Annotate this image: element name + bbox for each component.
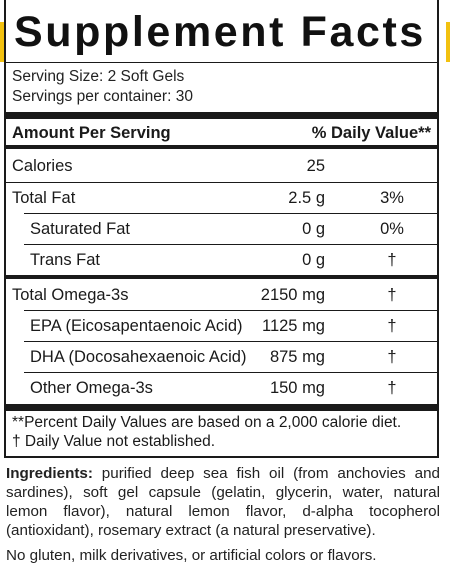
row-divider [24, 341, 437, 342]
nutrient-name: Total Fat [12, 189, 76, 207]
nutrient-row: Saturated Fat 0 g 0% [6, 214, 437, 244]
nutrient-amount: 875 mg [269, 348, 325, 366]
row-divider [24, 372, 437, 373]
nutrient-daily-value: 3% [380, 189, 404, 207]
nutrient-amount: 1125 mg [262, 317, 325, 335]
accent-bar-right [446, 22, 450, 62]
nutrient-amount: 150 mg [269, 379, 325, 397]
header-amount-per-serving: Amount Per Serving [12, 124, 171, 142]
divider-medium [6, 275, 437, 279]
nutrient-row: Other Omega-3s 150 mg † [6, 373, 437, 403]
footnote-daily-values: **Percent Daily Values are based on a 2,… [12, 414, 402, 431]
row-divider [24, 244, 437, 245]
footnote-not-established: † Daily Value not established. [12, 433, 216, 450]
nutrient-row: Total Omega-3s 2150 mg † [6, 280, 437, 310]
nutrient-daily-value: † [387, 348, 397, 366]
nutrient-row: DHA (Docosahexaenoic Acid) 875 mg † [6, 342, 437, 372]
nutrient-name: Trans Fat [30, 251, 100, 269]
nutrient-amount: 0 g [302, 220, 325, 238]
divider-medium [6, 145, 437, 149]
nutrient-amount: 25 [306, 157, 325, 175]
nutrient-name: Total Omega-3s [12, 286, 129, 304]
nutrient-daily-value: † [387, 251, 397, 269]
nutrient-name: Calories [12, 157, 73, 175]
nutrient-daily-value: 0% [380, 220, 404, 238]
nutrient-daily-value: † [387, 317, 397, 335]
nutrient-row: Total Fat 2.5 g 3% [6, 183, 437, 213]
nutrient-row: EPA (Eicosapentaenoic Acid) 1125 mg † [6, 311, 437, 341]
nutrient-amount: 2.5 g [288, 189, 325, 207]
ingredients-paragraph: Ingredients: purified deep sea fish oil … [6, 464, 440, 540]
row-divider [6, 182, 437, 183]
nutrient-name: DHA (Docosahexaenoic Acid) [30, 348, 247, 366]
nutrient-name: EPA (Eicosapentaenoic Acid) [30, 317, 243, 335]
divider-thick [6, 112, 437, 119]
servings-per-container: Servings per container: 30 [12, 88, 193, 105]
nutrient-name: Other Omega-3s [30, 379, 153, 397]
serving-size: Serving Size: 2 Soft Gels [12, 68, 185, 85]
header-daily-value: % Daily Value** [311, 124, 431, 142]
ingredients-text: purified deep sea fish oil (from anchovi… [6, 465, 440, 539]
accent-bar-left [0, 22, 4, 62]
nutrient-amount: 0 g [302, 251, 325, 269]
divider-thin [6, 62, 437, 63]
panel-title: Supplement Facts [14, 8, 426, 56]
ingredients-label: Ingredients: [6, 465, 93, 482]
divider-thick [6, 404, 437, 411]
supplement-facts-panel: Supplement Facts Serving Size: 2 Soft Ge… [4, 0, 439, 458]
nutrient-amount: 2150 mg [260, 286, 325, 304]
row-divider [24, 310, 437, 311]
nutrient-name: Saturated Fat [30, 220, 130, 238]
free-from-statement: No gluten, milk derivatives, or artifici… [6, 547, 377, 564]
row-divider [24, 213, 437, 214]
nutrient-row: Calories 25 [6, 151, 437, 181]
nutrient-daily-value: † [387, 286, 397, 304]
nutrient-daily-value: † [387, 379, 397, 397]
nutrient-row: Trans Fat 0 g † [6, 245, 437, 275]
